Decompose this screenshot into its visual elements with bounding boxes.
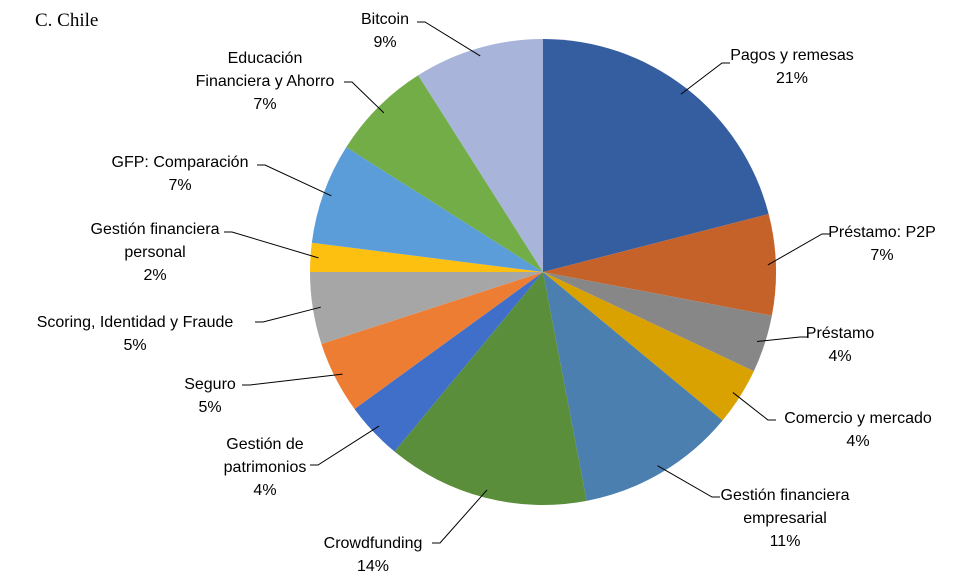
pie-slice — [543, 214, 776, 316]
slice-label: Crowdfunding 14% — [324, 532, 423, 578]
leader-line — [257, 164, 332, 197]
pie-slice — [310, 242, 543, 272]
leader-line — [242, 373, 343, 386]
category-label: Gestión financiera empresarial — [720, 487, 850, 527]
slice-label: Gestión financiera empresarial 11% — [721, 484, 850, 553]
slice-label: Comercio y mercado 4% — [784, 407, 932, 453]
category-label: Educación Financiera y Ahorro — [195, 50, 335, 90]
leader-line — [767, 233, 830, 266]
chart-title: C. Chile — [35, 10, 99, 31]
pie-slice — [321, 272, 543, 409]
slice-label: Gestión financiera personal 2% — [91, 218, 220, 287]
value-label: 9% — [373, 34, 397, 51]
value-label: 4% — [828, 348, 852, 365]
pie-slice — [543, 39, 769, 272]
leader-line — [344, 81, 385, 114]
pie-slice — [354, 272, 543, 452]
slice-label: Préstamo 4% — [806, 322, 874, 368]
value-label: 7% — [253, 96, 277, 113]
slice-label: Préstamo: P2P 7% — [828, 221, 936, 267]
category-label: Bitcoin — [360, 11, 410, 28]
category-label: Crowdfunding — [323, 535, 423, 552]
value-label: 7% — [870, 247, 894, 264]
category-label: Comercio y mercado — [784, 410, 932, 427]
leader-line — [224, 231, 319, 259]
leader-line — [680, 62, 730, 95]
value-label: 5% — [198, 399, 222, 416]
leader-line — [432, 489, 488, 544]
leader-line — [657, 465, 720, 498]
value-label: 11% — [769, 533, 801, 550]
pie-slice — [543, 272, 723, 501]
leader-line — [732, 392, 776, 421]
leader-line — [310, 425, 380, 466]
slice-label: Pagos y remesas 21% — [730, 44, 854, 90]
value-label: 21% — [775, 70, 809, 87]
category-label: Préstamo: P2P — [828, 224, 936, 241]
category-label: Seguro — [184, 376, 236, 393]
slice-label: Bitcoin 9% — [361, 8, 409, 54]
category-label: Pagos y remesas — [730, 47, 854, 64]
leader-line — [255, 306, 321, 323]
value-label: 7% — [168, 177, 192, 194]
pie-slice — [311, 147, 543, 272]
slice-label: Gestión de patrimonios 4% — [224, 433, 307, 502]
category-label: Scoring, Identidad y Fraude — [36, 314, 234, 331]
slice-label: Seguro 5% — [184, 373, 236, 419]
value-label: 4% — [846, 433, 870, 450]
category-label: Préstamo — [805, 325, 875, 342]
value-label: 2% — [143, 267, 167, 284]
slice-label: Educación Financiera y Ahorro 7% — [196, 47, 335, 116]
leader-line — [417, 21, 481, 57]
pie-slice — [418, 39, 543, 272]
category-label: Gestión financiera personal — [90, 221, 220, 261]
pie-slice — [394, 272, 587, 505]
slice-label: Scoring, Identidad y Fraude 5% — [37, 311, 234, 357]
pie-slice — [543, 272, 754, 421]
pie-slice — [543, 272, 772, 372]
value-label: 14% — [356, 558, 390, 575]
leader-line — [756, 336, 808, 343]
pie-slice — [346, 75, 543, 272]
category-label: Gestión de patrimonios — [223, 436, 307, 476]
pie-slice — [310, 272, 543, 345]
category-label: GFP: Comparación — [111, 154, 249, 171]
value-label: 4% — [253, 482, 277, 499]
slice-label: GFP: Comparación 7% — [112, 151, 249, 197]
value-label: 5% — [123, 337, 147, 354]
